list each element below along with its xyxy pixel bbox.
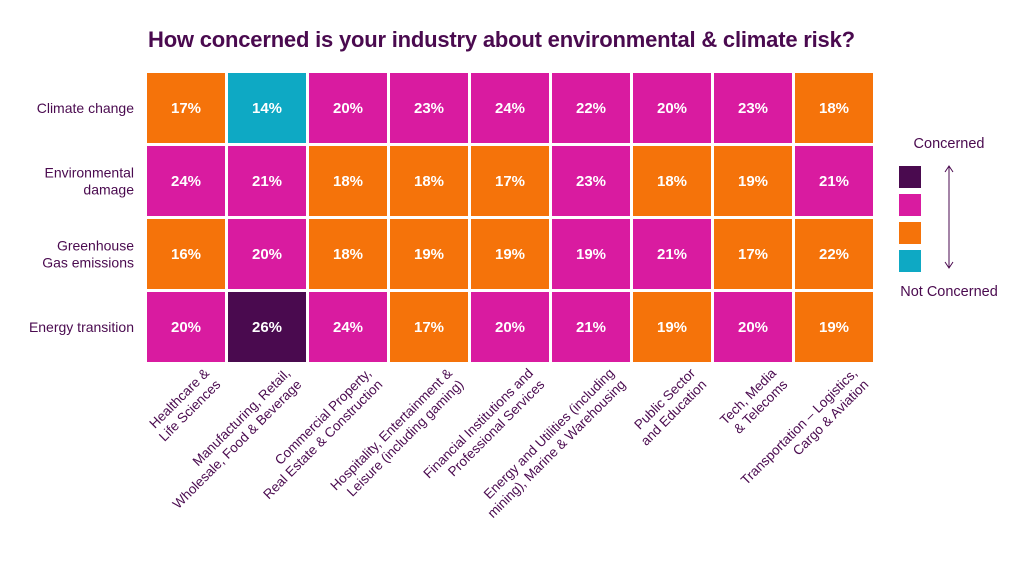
row-label: Greenhouse Gas emissions (42, 238, 134, 271)
legend-arrow (944, 165, 954, 269)
row-label: Climate change (37, 100, 134, 116)
heatmap-cell-r2-c6 (633, 219, 711, 289)
heatmap-cell-r3-c4 (471, 292, 549, 362)
cell-value-label: 23% (576, 173, 606, 190)
heatmap-cell-r3-c8 (795, 292, 873, 362)
cell-value-label: 20% (333, 100, 363, 117)
heatmap-cell-r2-c7 (714, 219, 792, 289)
cell-value-label: 24% (495, 100, 525, 117)
cell-value-label: 24% (171, 173, 201, 190)
heatmap-cell-r1-c1 (228, 146, 306, 216)
legend-swatch-3 (899, 250, 921, 272)
heatmap-cell-r0-c4 (471, 73, 549, 143)
cell-value-label: 19% (657, 319, 687, 336)
heatmap-cell-r2-c8 (795, 219, 873, 289)
cell-value-label: 19% (495, 246, 525, 263)
heatmap-cell-r0-c7 (714, 73, 792, 143)
heatmap-cell-r1-c5 (552, 146, 630, 216)
cell-value-label: 24% (333, 319, 363, 336)
cell-value-label: 18% (333, 173, 363, 190)
cell-value-label: 18% (414, 173, 444, 190)
heatmap-cell-r3-c3 (390, 292, 468, 362)
heatmap-cell-r0-c1 (228, 73, 306, 143)
column-label: Healthcare &Life Sciences (145, 365, 224, 444)
column-label: Energy and Utilities (includingmining), … (473, 366, 628, 521)
legend-swatch-0 (899, 166, 921, 188)
cell-value-label: 20% (495, 319, 525, 336)
cell-value-label: 21% (252, 173, 282, 190)
row-label: Environmental damage (45, 165, 135, 198)
heatmap-cell-r2-c5 (552, 219, 630, 289)
cell-value-label: 14% (252, 100, 282, 117)
cell-value-label: 23% (738, 100, 768, 117)
legend-swatch-2 (899, 222, 921, 244)
cell-value-label: 20% (657, 100, 687, 117)
heatmap-cell-r1-c6 (633, 146, 711, 216)
heatmap-cell-r1-c7 (714, 146, 792, 216)
heatmap-cell-r0-c8 (795, 73, 873, 143)
cell-value-label: 19% (738, 173, 768, 190)
heatmap-cell-r1-c4 (471, 146, 549, 216)
cell-value-label: 18% (333, 246, 363, 263)
heatmap-cell-r2-c3 (390, 219, 468, 289)
cell-value-label: 20% (738, 319, 768, 336)
heatmap-cell-r0-c0 (147, 73, 225, 143)
cell-value-label: 16% (171, 246, 201, 263)
cell-value-label: 20% (252, 246, 282, 263)
chart-title: How concerned is your industry about env… (148, 27, 855, 52)
cell-value-label: 19% (576, 246, 606, 263)
heatmap-cell-r1-c8 (795, 146, 873, 216)
heatmap-cell-r0-c2 (309, 73, 387, 143)
legend-swatch-1 (899, 194, 921, 216)
heatmap-cell-r3-c6 (633, 292, 711, 362)
cell-value-label: 17% (414, 319, 444, 336)
cell-value-label: 19% (819, 319, 849, 336)
cell-value-label: 22% (819, 246, 849, 263)
heatmap-cell-r1-c3 (390, 146, 468, 216)
heatmap-cell-r0-c5 (552, 73, 630, 143)
heatmap-cell-r2-c0 (147, 219, 225, 289)
cell-value-label: 20% (171, 319, 201, 336)
heatmap-cell-r3-c2 (309, 292, 387, 362)
heatmap-cell-r3-c5 (552, 292, 630, 362)
heatmap-cell-r1-c2 (309, 146, 387, 216)
heatmap-cell-r3-c0 (147, 292, 225, 362)
cell-value-label: 17% (738, 246, 768, 263)
cell-value-label: 23% (414, 100, 444, 117)
legend-bottom-label: Not Concerned (900, 284, 998, 300)
heatmap-cell-r1-c0 (147, 146, 225, 216)
row-label: Energy transition (29, 319, 134, 335)
heatmap-cell-r0-c6 (633, 73, 711, 143)
column-label: Public Sectorand Education (626, 365, 709, 448)
heatmap-cell-r3-c7 (714, 292, 792, 362)
heatmap-cell-r2-c2 (309, 219, 387, 289)
heatmap-cell-r3-c1 (228, 292, 306, 362)
cell-value-label: 19% (414, 246, 444, 263)
cell-value-label: 21% (576, 319, 606, 336)
heatmap-cell-r2-c1 (228, 219, 306, 289)
cell-value-label: 26% (252, 319, 282, 336)
legend-top-label: Concerned (914, 136, 985, 152)
cell-value-label: 17% (171, 100, 201, 117)
column-label: Tech, Media& Telecoms (717, 365, 791, 439)
cell-value-label: 21% (657, 246, 687, 263)
cell-value-label: 22% (576, 100, 606, 117)
cell-value-label: 18% (657, 173, 687, 190)
cell-value-label: 18% (819, 100, 849, 117)
cell-value-label: 21% (819, 173, 849, 190)
heatmap-cell-r2-c4 (471, 219, 549, 289)
cell-value-label: 17% (495, 173, 525, 190)
heatmap-cell-r0-c3 (390, 73, 468, 143)
